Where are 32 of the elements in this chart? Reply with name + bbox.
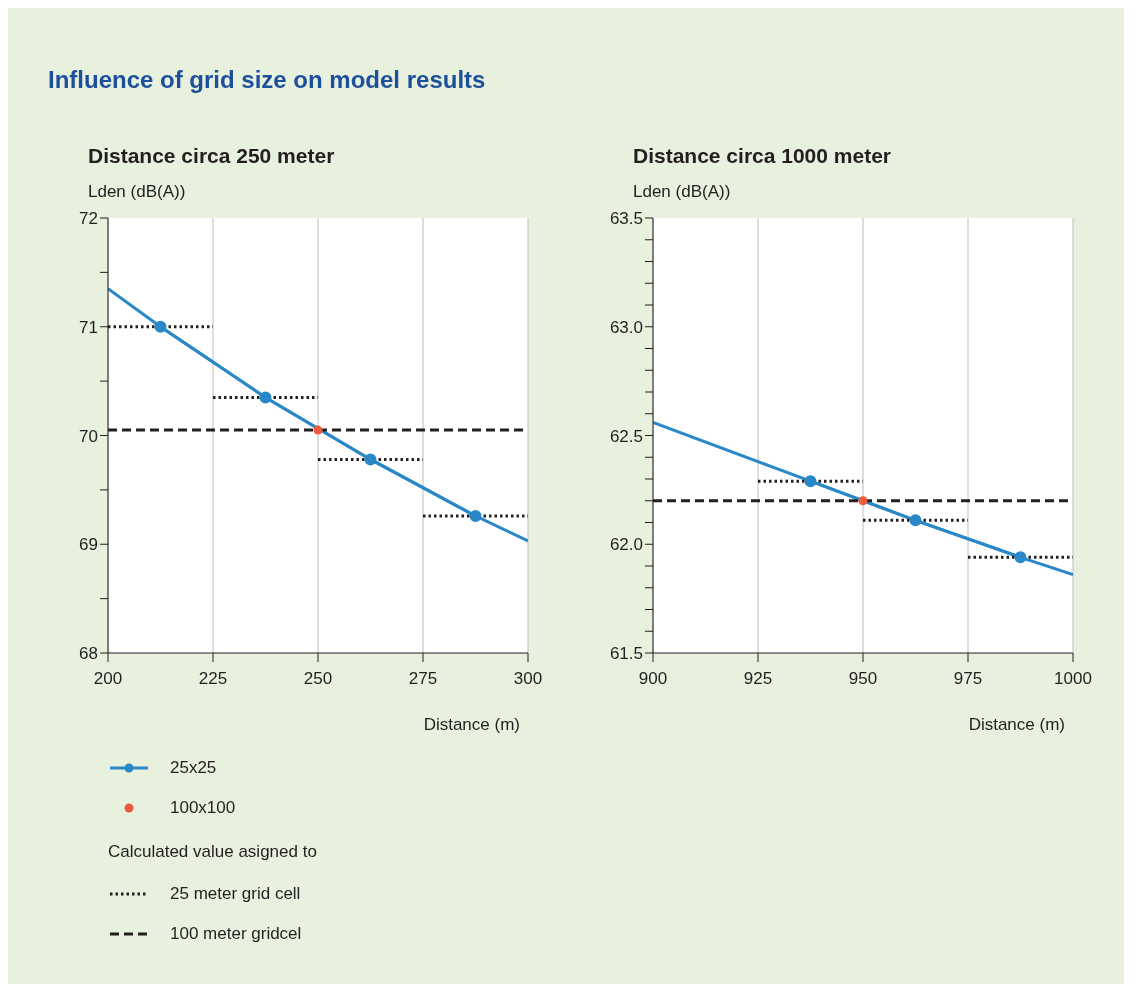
x-tick-label: 900	[638, 669, 668, 689]
x-tick-label: 250	[303, 669, 333, 689]
x-tick-label: 950	[848, 669, 878, 689]
y-axis-title: Lden (dB(A))	[633, 182, 732, 202]
y-tick-label: 63.5	[609, 209, 643, 229]
x-tick-label: 300	[513, 669, 543, 689]
x-tick-label: 275	[408, 669, 438, 689]
x-tick-label: 1000	[1054, 669, 1092, 689]
y-tick-label: 72	[79, 209, 98, 229]
chart-subtitle: Distance circa 1000 meter	[633, 144, 892, 168]
legend-title: Calculated value asigned to	[108, 842, 318, 862]
y-tick-label: 62.0	[609, 535, 643, 555]
x-tick-label: 975	[953, 669, 983, 689]
y-tick-label: 63.0	[609, 317, 643, 337]
y-tick-label: 69	[79, 535, 98, 555]
legend-label: 100 meter gridcel	[170, 924, 302, 944]
x-tick-label: 225	[198, 669, 228, 689]
legend-label: 25x25	[170, 758, 217, 778]
y-tick-label: 70	[79, 426, 98, 446]
y-tick-label: 61.5	[609, 644, 643, 664]
x-axis-title: Distance (m)	[968, 715, 1065, 734]
x-axis-title: Distance (m)	[423, 715, 520, 734]
y-tick-label: 62.5	[609, 426, 643, 446]
legend-label: 100x100	[170, 798, 236, 818]
x-tick-label: 200	[93, 669, 123, 689]
y-tick-label: 71	[79, 317, 98, 337]
chart-title: Influence of grid size on model results	[48, 66, 487, 94]
chart-subtitle: Distance circa 250 meter	[88, 144, 336, 168]
y-axis-title: Lden (dB(A))	[88, 182, 187, 202]
legend-label: 25 meter grid cell	[170, 884, 301, 904]
y-tick-label: 68	[79, 644, 98, 664]
x-tick-label: 925	[743, 669, 773, 689]
